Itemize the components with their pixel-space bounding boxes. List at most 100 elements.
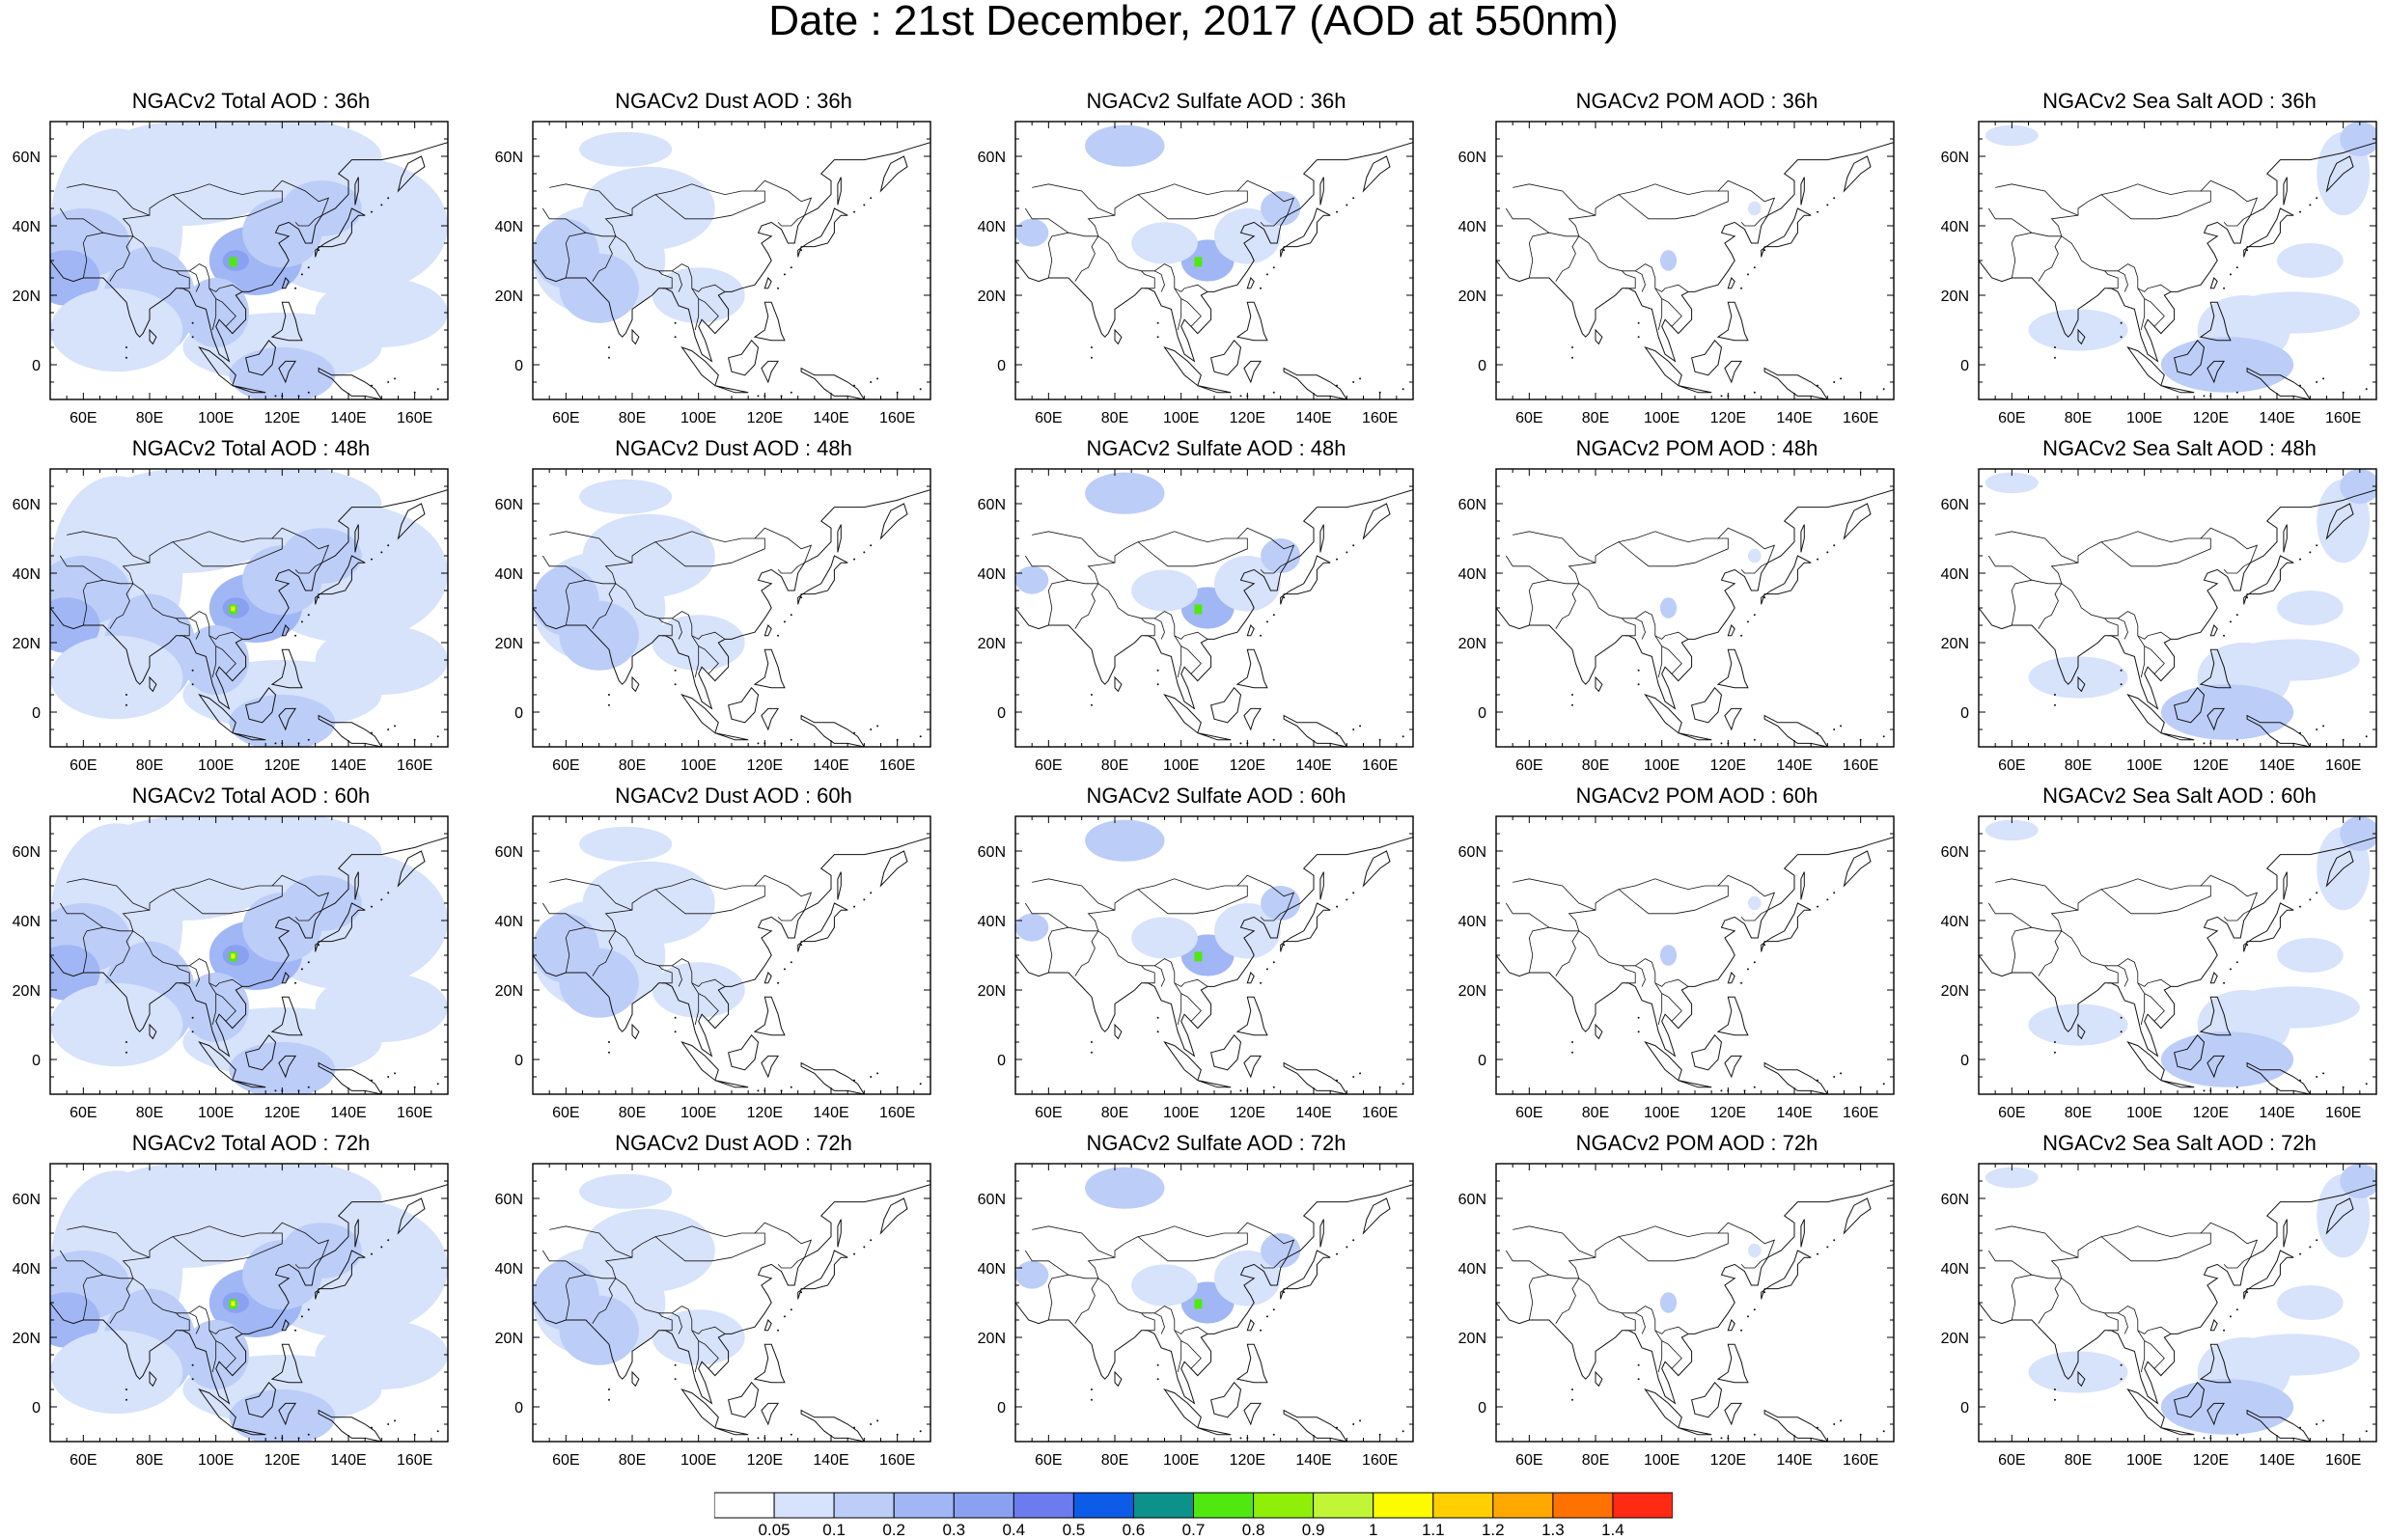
island-dot	[2235, 738, 2238, 741]
coastline	[245, 1382, 277, 1418]
lon-tick-label: 120E	[1230, 1105, 1265, 1121]
island-dot	[674, 1016, 677, 1019]
island-dot	[1826, 898, 1829, 901]
lat-tick-label: 40N	[1458, 914, 1486, 930]
island-dot	[371, 384, 374, 387]
island-dot	[1412, 1458, 1414, 1460]
coastline	[2174, 687, 2206, 724]
country-border	[604, 1222, 813, 1279]
lat-tick-label: 40N	[495, 1261, 523, 1278]
country-border	[2050, 1222, 2259, 1279]
country-border	[541, 1250, 587, 1276]
island-dot	[1352, 1423, 1355, 1425]
coastline	[397, 155, 426, 193]
country-border	[294, 565, 316, 574]
island-dot	[2223, 1329, 2226, 1332]
country-border	[2137, 635, 2146, 678]
lon-tick-label: 60E	[1998, 1105, 2025, 1121]
island-dot	[300, 273, 303, 276]
island-dot	[307, 1433, 310, 1436]
island-dot	[387, 1239, 390, 1242]
island-dot	[2316, 1076, 2318, 1078]
coastline	[1114, 1370, 1123, 1388]
coastline	[2209, 972, 2218, 984]
island-dot	[2120, 1378, 2123, 1381]
country-border	[1661, 1340, 1682, 1369]
country-border	[59, 207, 104, 234]
lon-tick-label: 120E	[1710, 1105, 1746, 1121]
lon-tick-label: 120E	[747, 410, 783, 426]
lat-tick-label: 20N	[13, 289, 41, 305]
country-border	[82, 926, 134, 976]
country-border	[176, 1312, 190, 1332]
panel-title: NGACv2 Sea Salt AOD : 36h	[2042, 89, 2317, 113]
country-border	[1174, 635, 1182, 678]
country-border	[698, 1340, 719, 1369]
island-dot	[447, 416, 449, 418]
island-dot	[191, 1378, 194, 1381]
lon-tick-label: 120E	[1230, 410, 1265, 426]
country-border	[67, 183, 151, 216]
lon-tick-label: 140E	[330, 1452, 366, 1469]
island-dot	[919, 1430, 922, 1433]
lat-tick-label: 0	[32, 1053, 41, 1069]
lat-tick-label: 60N	[13, 150, 41, 166]
lon-tick-label: 80E	[136, 757, 163, 774]
coastline	[2243, 902, 2294, 952]
island-dot	[2053, 356, 2056, 359]
country-border	[1154, 1312, 1165, 1334]
coastline	[1246, 624, 1255, 637]
country-border	[2118, 965, 2128, 987]
coastline	[1362, 503, 1391, 540]
island-dot	[674, 1031, 677, 1033]
country-border	[1087, 179, 1295, 236]
lat-tick-label: 60N	[1941, 1192, 1969, 1208]
island-dot	[1090, 1051, 1093, 1054]
lat-tick-label: 20N	[495, 636, 523, 652]
coastline	[2246, 1061, 2311, 1094]
island-dot	[790, 738, 792, 741]
lon-tick-label: 160E	[1362, 1105, 1398, 1121]
island-dot	[930, 1111, 931, 1113]
aod-field-patch	[50, 597, 100, 653]
lat-tick-label: 40N	[13, 219, 41, 235]
coastline	[1678, 1080, 1712, 1088]
island-dot	[1753, 1086, 1756, 1088]
lat-tick-label: 60N	[1458, 497, 1486, 513]
country-border	[2223, 218, 2244, 227]
colorbar-bin	[1013, 1492, 1074, 1519]
coastline	[50, 816, 448, 1058]
island-dot	[1817, 1426, 1819, 1429]
colorbar-label: 0.05	[759, 1521, 791, 1539]
aod-map: 60E 80E 100E 120E 140E 160E 60N 40N 20N 0	[495, 468, 931, 774]
country-border	[1141, 1312, 1155, 1332]
colorbar-label: 0.3	[942, 1521, 965, 1539]
island-dot	[1753, 738, 1756, 741]
island-dot	[2120, 336, 2123, 339]
island-dot	[2299, 1079, 2302, 1082]
country-border	[2137, 288, 2146, 331]
colorbar-bin	[1313, 1492, 1374, 1519]
aod-map: 60E 80E 100E 120E 140E 160E 60N 40N 20N 0	[978, 121, 1414, 426]
coastline	[2174, 1034, 2206, 1071]
island-dot	[191, 1031, 194, 1033]
island-dot	[1412, 416, 1414, 418]
coastline	[1644, 1389, 1682, 1429]
lon-tick-label: 120E	[1710, 1452, 1746, 1469]
lon-tick-label: 120E	[1710, 757, 1746, 774]
coastline	[680, 346, 719, 387]
coastline	[2174, 340, 2206, 376]
country-border	[672, 270, 682, 292]
coastline	[631, 328, 640, 345]
island-dot	[1833, 1076, 1836, 1078]
island-dot	[2246, 596, 2249, 599]
island-dot	[2365, 1430, 2368, 1433]
lon-tick-label: 100E	[2126, 410, 2162, 426]
country-border	[1635, 270, 1646, 292]
coastline	[1761, 1250, 1812, 1300]
country-border	[1995, 878, 2079, 911]
coastline	[1197, 1080, 1232, 1088]
lon-tick-label: 60E	[69, 757, 97, 774]
aod-map: 60E 80E 100E 120E 140E 160E 60N 40N 20N 0	[978, 1163, 1414, 1469]
island-dot	[1272, 391, 1275, 394]
